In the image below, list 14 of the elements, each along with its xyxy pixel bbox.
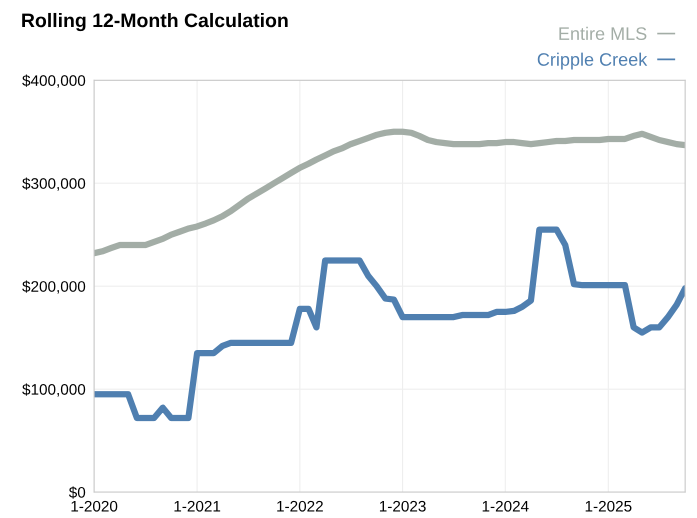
y-tick-label: $400,000 — [22, 74, 86, 88]
x-tick-label: 1-2025 — [586, 500, 632, 512]
x-tick-label: 1-2020 — [71, 500, 118, 512]
y-tick-label: $0 — [68, 486, 86, 499]
x-tick-label: 1-2022 — [277, 500, 323, 512]
y-tick-label: $200,000 — [22, 280, 86, 294]
y-tick-label: $100,000 — [22, 383, 86, 397]
x-tick-label: 1-2023 — [380, 500, 426, 512]
legend-label: Cripple Creek — [538, 52, 648, 70]
legend-label: Entire MLS — [559, 26, 646, 40]
x-tick-label: 1-2021 — [174, 500, 220, 512]
y-tick-label: $300,000 — [22, 177, 86, 191]
chart-title: Rolling 12-Month Calculation — [22, 12, 288, 32]
x-tick-label: 1-2024 — [482, 500, 529, 512]
